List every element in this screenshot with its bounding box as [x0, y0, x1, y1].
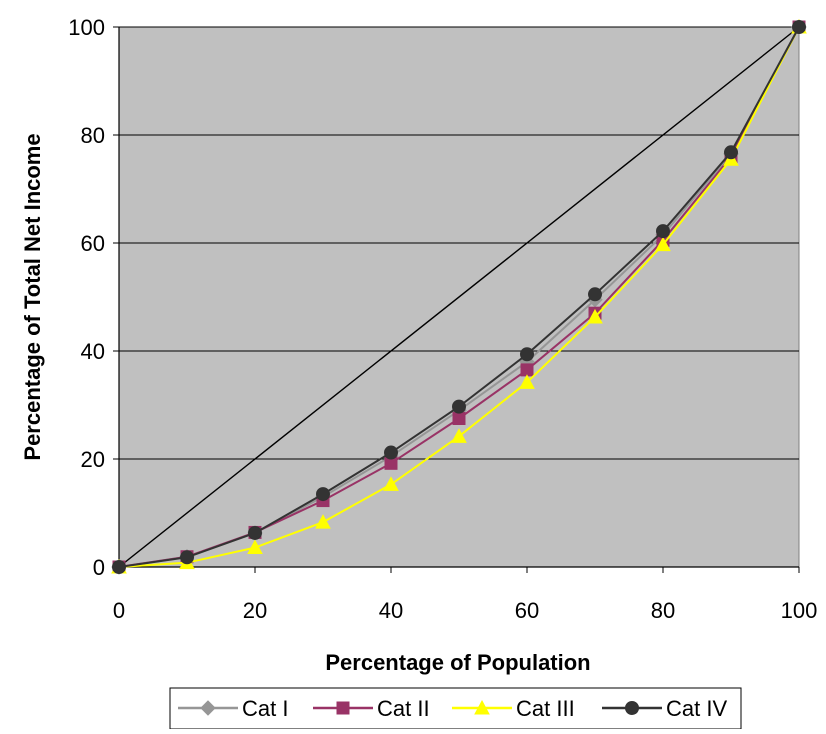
axes [113, 26, 800, 573]
y-tick-labels: 0 20 40 60 80 100 [68, 15, 105, 580]
data-point-3-10 [792, 20, 806, 34]
y-tick-label-40: 40 [81, 339, 105, 364]
legend-entry-0: Cat I [178, 696, 288, 721]
y-tick-label-100: 100 [68, 15, 105, 40]
data-point-3-4 [384, 445, 398, 460]
y-tick-label-0: 0 [93, 555, 105, 580]
legend-entry-3: Cat IV [602, 696, 727, 721]
data-point-3-8 [656, 224, 670, 239]
data-point-3-6 [520, 347, 534, 362]
legend-label-0: Cat I [242, 696, 288, 721]
legend: Cat I Cat II Cat III Cat IV [169, 687, 742, 730]
data-point-2-3 [315, 514, 331, 529]
legend-entry-1: Cat II [313, 696, 430, 721]
y-axis-label: Percentage of Total Net Income [20, 133, 45, 460]
equality-line [118, 26, 800, 568]
data-point-2-6 [519, 374, 535, 389]
data-point-1-6 [520, 363, 534, 377]
x-tick-label-60: 60 [515, 598, 539, 623]
data-point-2-7 [587, 308, 603, 324]
y-tick-label-20: 20 [81, 447, 105, 472]
data-point-3-0 [112, 560, 126, 574]
data-point-2-5 [451, 428, 467, 443]
legend-marker-3 [625, 701, 639, 715]
data-point-3-5 [452, 399, 466, 414]
x-axis-label: Percentage of Population [325, 650, 590, 675]
legend-marker-0 [200, 700, 216, 716]
series-cat-iv [112, 20, 806, 574]
data-point-2-2 [247, 539, 263, 555]
legend-label-1: Cat II [377, 696, 430, 721]
data-point-3-9 [724, 145, 738, 160]
y-tick-label-60: 60 [81, 231, 105, 256]
data-point-3-2 [248, 525, 262, 540]
grid-lines [119, 26, 799, 460]
x-tick-label-80: 80 [651, 598, 675, 623]
data-point-3-3 [316, 487, 330, 502]
data-point-1-5 [452, 412, 466, 425]
legend-entry-2: Cat III [452, 696, 575, 721]
data-point-2-8 [655, 236, 671, 252]
x-tick-label-40: 40 [379, 598, 403, 623]
legend-marker-2 [474, 699, 490, 715]
x-tick-label-20: 20 [243, 598, 267, 623]
y-tick-label-80: 80 [81, 123, 105, 148]
x-tick-label-100: 100 [781, 598, 818, 623]
x-tick-labels: 0 20 40 60 80 100 [113, 598, 817, 623]
data-point-3-7 [588, 287, 602, 302]
legend-label-3: Cat IV [666, 696, 727, 721]
data-point-2-4 [383, 476, 399, 491]
legend-label-2: Cat III [516, 696, 575, 721]
equality-line-path [118, 26, 800, 568]
data-point-3-1 [180, 550, 194, 565]
x-tick-label-0: 0 [113, 598, 125, 623]
series [111, 18, 807, 575]
legend-marker-1 [336, 701, 350, 715]
